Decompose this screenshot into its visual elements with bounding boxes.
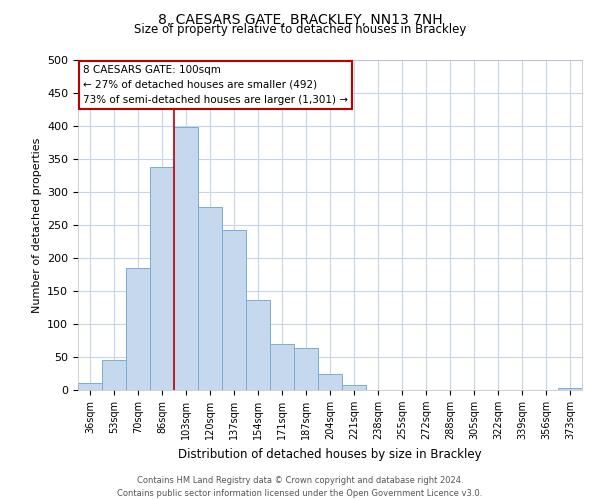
Bar: [102, 360, 126, 390]
Bar: [270, 344, 294, 390]
Text: 8, CAESARS GATE, BRACKLEY, NN13 7NH: 8, CAESARS GATE, BRACKLEY, NN13 7NH: [158, 12, 442, 26]
Bar: [342, 384, 366, 390]
Bar: [174, 128, 198, 390]
Bar: [78, 384, 102, 390]
Text: Size of property relative to detached houses in Brackley: Size of property relative to detached ho…: [134, 22, 466, 36]
Bar: [222, 230, 246, 390]
Text: Contains HM Land Registry data © Crown copyright and database right 2024.
Contai: Contains HM Land Registry data © Crown c…: [118, 476, 482, 498]
Bar: [294, 348, 318, 390]
Y-axis label: Number of detached properties: Number of detached properties: [32, 138, 41, 312]
Bar: [150, 167, 174, 390]
Bar: [246, 300, 270, 390]
X-axis label: Distribution of detached houses by size in Brackley: Distribution of detached houses by size …: [178, 448, 482, 460]
Text: 8 CAESARS GATE: 100sqm
← 27% of detached houses are smaller (492)
73% of semi-de: 8 CAESARS GATE: 100sqm ← 27% of detached…: [83, 65, 348, 104]
Bar: [558, 388, 582, 390]
Bar: [198, 207, 222, 390]
Bar: [318, 374, 342, 390]
Bar: [126, 268, 150, 390]
